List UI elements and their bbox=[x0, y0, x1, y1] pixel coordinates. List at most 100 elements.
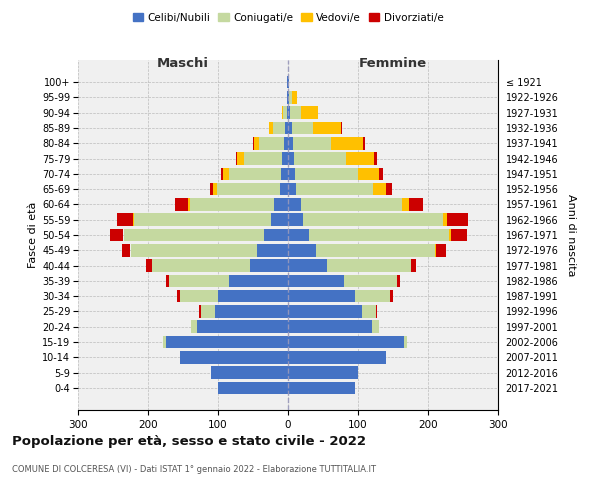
Text: COMUNE DI COLCERESA (VI) - Dati ISTAT 1° gennaio 2022 - Elaborazione TUTTITALIA.: COMUNE DI COLCERESA (VI) - Dati ISTAT 1°… bbox=[12, 465, 376, 474]
Bar bbox=[175, 198, 188, 210]
Text: Popolazione per età, sesso e stato civile - 2022: Popolazione per età, sesso e stato civil… bbox=[12, 435, 366, 448]
Bar bbox=[293, 152, 346, 165]
Bar bbox=[215, 305, 288, 318]
Bar bbox=[163, 336, 166, 348]
Bar bbox=[285, 122, 288, 134]
Bar bbox=[288, 91, 289, 104]
Bar bbox=[288, 260, 326, 272]
Bar bbox=[274, 198, 288, 210]
Bar bbox=[410, 260, 416, 272]
Bar bbox=[292, 91, 297, 104]
Bar bbox=[218, 382, 288, 394]
Bar bbox=[133, 214, 134, 226]
Bar bbox=[110, 228, 123, 241]
Bar bbox=[166, 274, 169, 287]
Bar bbox=[290, 106, 301, 119]
Bar bbox=[217, 183, 280, 196]
Bar bbox=[169, 274, 229, 287]
Bar bbox=[271, 214, 288, 226]
Bar bbox=[288, 320, 372, 333]
Bar bbox=[235, 152, 237, 165]
Bar bbox=[250, 260, 288, 272]
Bar bbox=[282, 106, 283, 119]
Bar bbox=[376, 305, 377, 318]
Bar bbox=[269, 122, 272, 134]
Bar bbox=[288, 106, 290, 119]
Bar bbox=[409, 198, 423, 210]
Bar bbox=[288, 168, 295, 180]
Bar bbox=[288, 290, 355, 302]
Bar bbox=[288, 244, 316, 256]
Bar bbox=[229, 274, 288, 287]
Bar bbox=[253, 137, 254, 149]
Bar bbox=[288, 351, 386, 364]
Bar bbox=[283, 152, 288, 165]
Bar bbox=[402, 198, 409, 210]
Bar bbox=[122, 244, 130, 256]
Bar bbox=[386, 183, 392, 196]
Bar bbox=[301, 106, 318, 119]
Bar bbox=[211, 366, 288, 379]
Bar bbox=[389, 290, 393, 302]
Bar bbox=[288, 137, 293, 149]
Bar bbox=[355, 290, 389, 302]
Bar bbox=[130, 244, 257, 256]
Bar bbox=[288, 76, 289, 88]
Bar bbox=[361, 305, 376, 318]
Text: Femmine: Femmine bbox=[359, 57, 427, 70]
Bar bbox=[288, 183, 296, 196]
Bar bbox=[281, 168, 288, 180]
Bar bbox=[326, 260, 410, 272]
Bar bbox=[197, 320, 288, 333]
Bar bbox=[117, 214, 133, 226]
Bar bbox=[304, 214, 443, 226]
Bar bbox=[237, 152, 244, 165]
Text: Maschi: Maschi bbox=[157, 57, 209, 70]
Bar bbox=[346, 152, 374, 165]
Bar bbox=[134, 214, 271, 226]
Bar bbox=[373, 183, 386, 196]
Bar bbox=[254, 137, 259, 149]
Bar bbox=[263, 228, 288, 241]
Bar bbox=[316, 244, 435, 256]
Bar bbox=[344, 274, 397, 287]
Bar bbox=[287, 76, 288, 88]
Bar bbox=[259, 137, 284, 149]
Bar bbox=[284, 137, 288, 149]
Bar bbox=[443, 214, 447, 226]
Bar bbox=[179, 351, 288, 364]
Bar bbox=[331, 137, 363, 149]
Bar bbox=[288, 122, 292, 134]
Bar bbox=[287, 91, 288, 104]
Y-axis label: Anni di nascita: Anni di nascita bbox=[566, 194, 575, 276]
Bar bbox=[200, 305, 215, 318]
Bar bbox=[309, 228, 449, 241]
Bar bbox=[313, 122, 341, 134]
Bar bbox=[283, 106, 287, 119]
Bar bbox=[296, 183, 373, 196]
Bar bbox=[287, 106, 288, 119]
Bar bbox=[372, 320, 379, 333]
Bar bbox=[280, 183, 288, 196]
Bar bbox=[404, 336, 407, 348]
Bar bbox=[178, 290, 179, 302]
Bar bbox=[435, 244, 436, 256]
Bar bbox=[449, 228, 451, 241]
Bar bbox=[295, 168, 358, 180]
Bar bbox=[301, 198, 402, 210]
Bar bbox=[288, 382, 355, 394]
Bar bbox=[146, 260, 151, 272]
Bar bbox=[288, 274, 344, 287]
Bar bbox=[288, 366, 358, 379]
Bar bbox=[244, 152, 283, 165]
Bar bbox=[223, 168, 229, 180]
Bar bbox=[221, 168, 223, 180]
Bar bbox=[363, 137, 365, 149]
Bar bbox=[447, 214, 468, 226]
Bar bbox=[451, 228, 467, 241]
Bar bbox=[188, 198, 190, 210]
Bar bbox=[358, 168, 379, 180]
Bar bbox=[218, 290, 288, 302]
Bar bbox=[190, 198, 274, 210]
Bar bbox=[272, 122, 285, 134]
